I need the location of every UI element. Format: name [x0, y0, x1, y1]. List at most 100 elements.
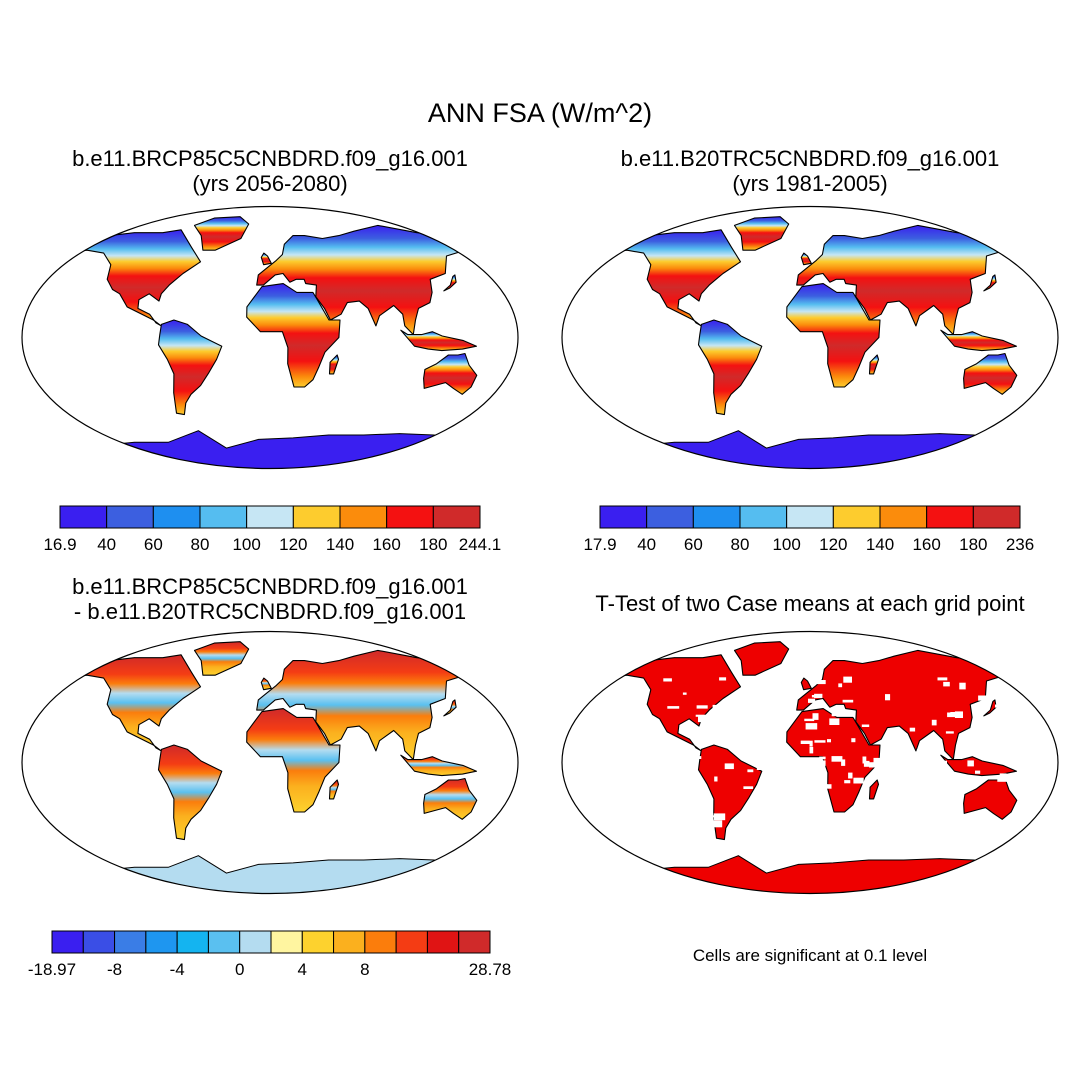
panel-4-title: T-Test of two Case means at each grid po…: [595, 591, 1025, 616]
map-4-nonsignificant-cell: [975, 770, 981, 774]
map-4-outline: [561, 630, 1059, 895]
colorbar-1-swatch-7: [386, 505, 434, 529]
map-1-landmass-japan: [443, 274, 457, 292]
colorbar-3-swatch-12: [426, 930, 460, 954]
map-4-nonsignificant-cell: [763, 701, 771, 707]
map-4-nonsignificant-cell: [1000, 745, 1005, 750]
map-4-nonsignificant-cell: [999, 773, 1007, 778]
colorbar-3-swatch-10: [364, 930, 397, 954]
map-4-nonsignificant-cell: [851, 738, 856, 743]
map-4-nonsignificant-cell: [976, 738, 980, 741]
map-4-nonsignificant-cell: [967, 760, 974, 767]
map-4-nonsignificant-cell: [838, 683, 843, 688]
map-4-nonsignificant-cell: [645, 749, 653, 752]
map-4-nonsignificant-cell: [842, 699, 854, 703]
colorbar-1-tick-label: 40: [97, 535, 116, 554]
map-4-nonsignificant-cell: [711, 815, 715, 818]
colorbar-1-tick-label: 100: [232, 535, 260, 554]
map-4-nonsignificant-cell: [775, 769, 780, 777]
map-4-nonsignificant-cell: [849, 817, 856, 821]
map-4-landmass-indonesia: [940, 754, 1018, 777]
map-2-landmass-northAmerica: [606, 229, 742, 327]
colorbar-3-swatch-6: [239, 930, 272, 954]
colorbar-2-swatch-7: [926, 505, 974, 529]
colorbar-1-swatch-4: [246, 505, 294, 529]
map-4-nonsignificant-cell: [696, 788, 704, 791]
map-4-nonsignificant-cell: [698, 715, 707, 723]
map-4-nonsignificant-cell: [984, 730, 995, 737]
map-4-nonsignificant-cell: [827, 739, 831, 743]
map-4-nonsignificant-cell: [682, 692, 687, 695]
map-4-nonsignificant-cell: [959, 682, 966, 690]
map-panel-1: [21, 205, 519, 470]
map-2-landmass-indonesia: [940, 329, 1018, 352]
map-2-landmass-australia: [963, 352, 1018, 395]
colorbar-2-swatch-8: [972, 505, 1021, 529]
map-4-nonsignificant-cell: [831, 756, 843, 762]
colorbar-2-tick-label: 80: [731, 535, 750, 554]
map-panel-3: [21, 630, 519, 895]
map-4-nonsignificant-cell: [916, 749, 922, 755]
map-2-landmass-britain: [800, 252, 812, 266]
map-4-nonsignificant-cell: [683, 754, 693, 757]
colorbar-2-tick-label: 40: [637, 535, 656, 554]
map-4-nonsignificant-cell: [1000, 732, 1006, 736]
colorbar-3-swatch-8: [301, 930, 335, 954]
colorbar-3-tick-label: 28.78: [469, 960, 512, 979]
map-4-landmass-madagascar: [868, 779, 880, 800]
colorbar-2-tick-label: 100: [772, 535, 800, 554]
map-4-nonsignificant-cell: [808, 698, 816, 703]
map-4-nonsignificant-cell: [873, 806, 878, 810]
map-4-landmass-britain: [800, 677, 812, 691]
map-3-landmass-southAmerica: [157, 744, 223, 841]
map-4-nonsignificant-cell: [663, 678, 672, 682]
map-4-nonsignificant-cell: [880, 763, 891, 766]
map-1-landmass-africa: [246, 283, 341, 388]
map-4-nonsignificant-cell: [816, 797, 824, 802]
map-4-nonsignificant-cell: [848, 772, 853, 779]
map-4-nonsignificant-cell: [887, 763, 898, 770]
map-4-nonsignificant-cell: [766, 746, 771, 752]
map-4-nonsignificant-cell: [747, 769, 754, 773]
map-2-landmass-africa: [786, 283, 881, 388]
colorbar-2-tick-label: 180: [959, 535, 987, 554]
map-4-nonsignificant-cell: [808, 765, 817, 773]
map-4-nonsignificant-cell: [804, 718, 815, 722]
map-4-nonsignificant-cell: [809, 747, 814, 754]
map-4-nonsignificant-cell: [750, 681, 754, 686]
map-4-nonsignificant-cell: [814, 740, 826, 743]
map-4-nonsignificant-cell: [943, 681, 950, 687]
map-4-nonsignificant-cell: [902, 818, 907, 823]
significance-note: Cells are significant at 0.1 level: [692, 946, 928, 965]
map-3-landmass-madagascar: [328, 779, 340, 800]
panel-1-title-line1: b.e11.BRCP85C5CNBDRD.f09_g16.001: [72, 146, 468, 171]
panel-2-title: b.e11.B20TRC5CNBDRD.f09_g16.001 (yrs 198…: [560, 146, 1060, 197]
map-1-landmass-australia: [423, 352, 478, 395]
map-4-nonsignificant-cell: [831, 710, 840, 717]
colorbar-2-swatch-2: [692, 505, 741, 529]
map-4-nonsignificant-cell: [809, 740, 813, 747]
map-1-landmass-northAmerica: [66, 229, 202, 327]
map-4-nonsignificant-cell: [696, 705, 708, 709]
colorbar-1-swatch-6: [339, 505, 388, 529]
colorbar-3-swatch-1: [82, 930, 116, 954]
map-1-landmass-eurasia: [256, 224, 486, 336]
map-4-nonsignificant-cell: [667, 706, 680, 709]
colorbar-1-swatch-2: [152, 505, 201, 529]
map-2-landmass-madagascar: [868, 354, 880, 375]
map-4-nonsignificant-cell: [874, 808, 882, 811]
map-4-nonsignificant-cell: [819, 756, 826, 760]
map-4-nonsignificant-cell: [885, 694, 891, 701]
colorbar-3-swatch-9: [333, 930, 366, 954]
map-4-nonsignificant-cell: [937, 677, 948, 681]
map-4-nonsignificant-cell: [824, 784, 832, 789]
map-4-nonsignificant-cell: [719, 743, 726, 746]
colorbar-2-swatch-3: [739, 505, 788, 529]
map-4-nonsignificant-cell: [714, 776, 718, 782]
map-3-landmass-britain: [260, 677, 272, 691]
map-4-nonsignificant-cell: [978, 695, 988, 701]
map-4-nonsignificant-cell: [814, 680, 826, 685]
colorbar-3-tick-label: 8: [360, 960, 369, 979]
colorbar-2-swatch-4: [786, 505, 834, 529]
map-3-landmass-indonesia: [400, 754, 478, 777]
